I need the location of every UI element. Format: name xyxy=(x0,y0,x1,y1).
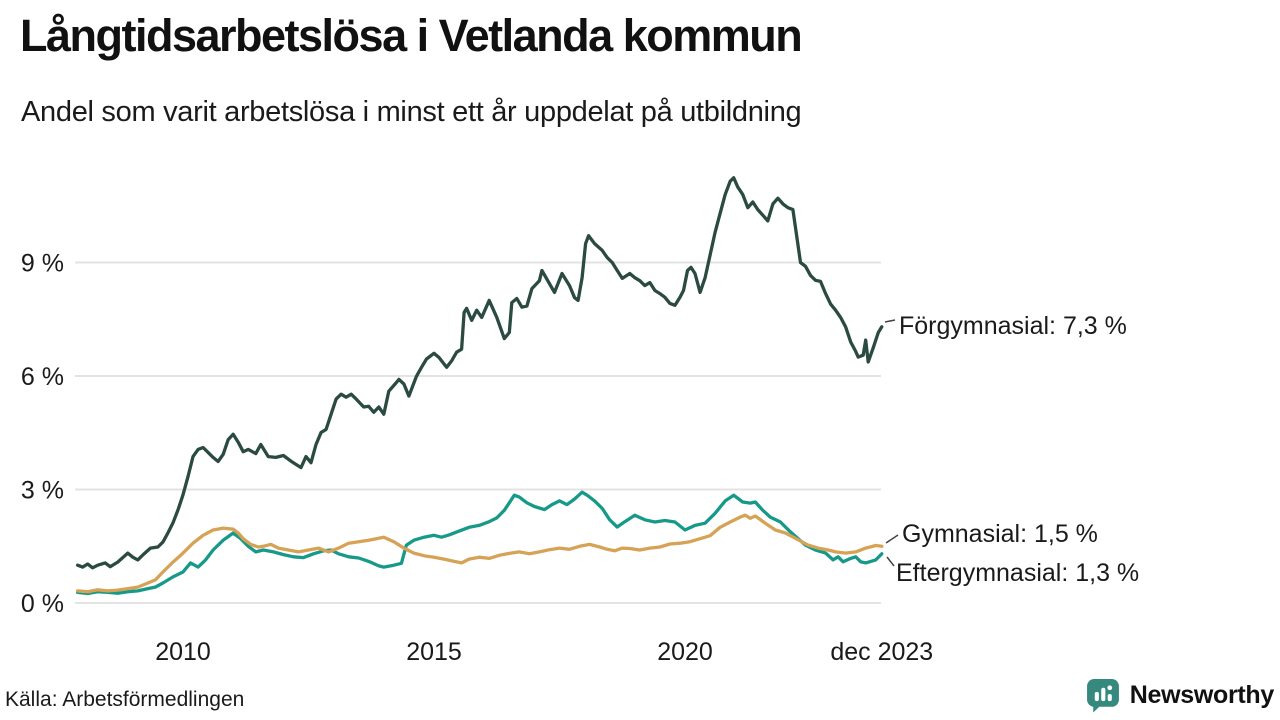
y-tick-label: 0 % xyxy=(21,590,64,618)
annotation-leader-eftergymnasial xyxy=(886,556,895,567)
series-line-forgymnasial xyxy=(75,176,884,570)
x-tick-label: dec 2023 xyxy=(830,638,933,666)
source-text: Källa: Arbetsförmedlingen xyxy=(5,688,245,711)
page-title: Långtidsarbetslösa i Vetlanda kommun xyxy=(20,10,803,61)
page-subtitle: Andel som varit arbetslösa i minst ett å… xyxy=(21,96,802,128)
series-label-gymnasial: Gymnasial: 1,5 % xyxy=(902,520,1098,548)
y-tick-label: 6 % xyxy=(21,363,64,391)
series-line-gymnasial xyxy=(75,513,884,594)
series-line-eftergymnasial xyxy=(75,490,884,596)
x-tick-label: 2020 xyxy=(657,638,713,666)
newsworthy-wordmark: Newsworthy xyxy=(1129,681,1275,709)
series-label-forgymnasial: Förgymnasial: 7,3 % xyxy=(899,312,1127,340)
x-tick-label: 2015 xyxy=(406,638,462,666)
x-tick-label: 2010 xyxy=(155,638,211,666)
series-label-eftergymnasial: Eftergymnasial: 1,3 % xyxy=(896,559,1139,587)
newsworthy-logo: Newsworthy xyxy=(1085,677,1274,714)
annotation-leader-forgymnasial xyxy=(884,319,896,323)
y-tick-label: 3 % xyxy=(21,477,64,505)
y-tick-label: 9 % xyxy=(21,250,64,278)
annotation-leader-gymnasial xyxy=(885,534,899,544)
newsworthy-bubble-chart-icon xyxy=(1086,679,1119,713)
